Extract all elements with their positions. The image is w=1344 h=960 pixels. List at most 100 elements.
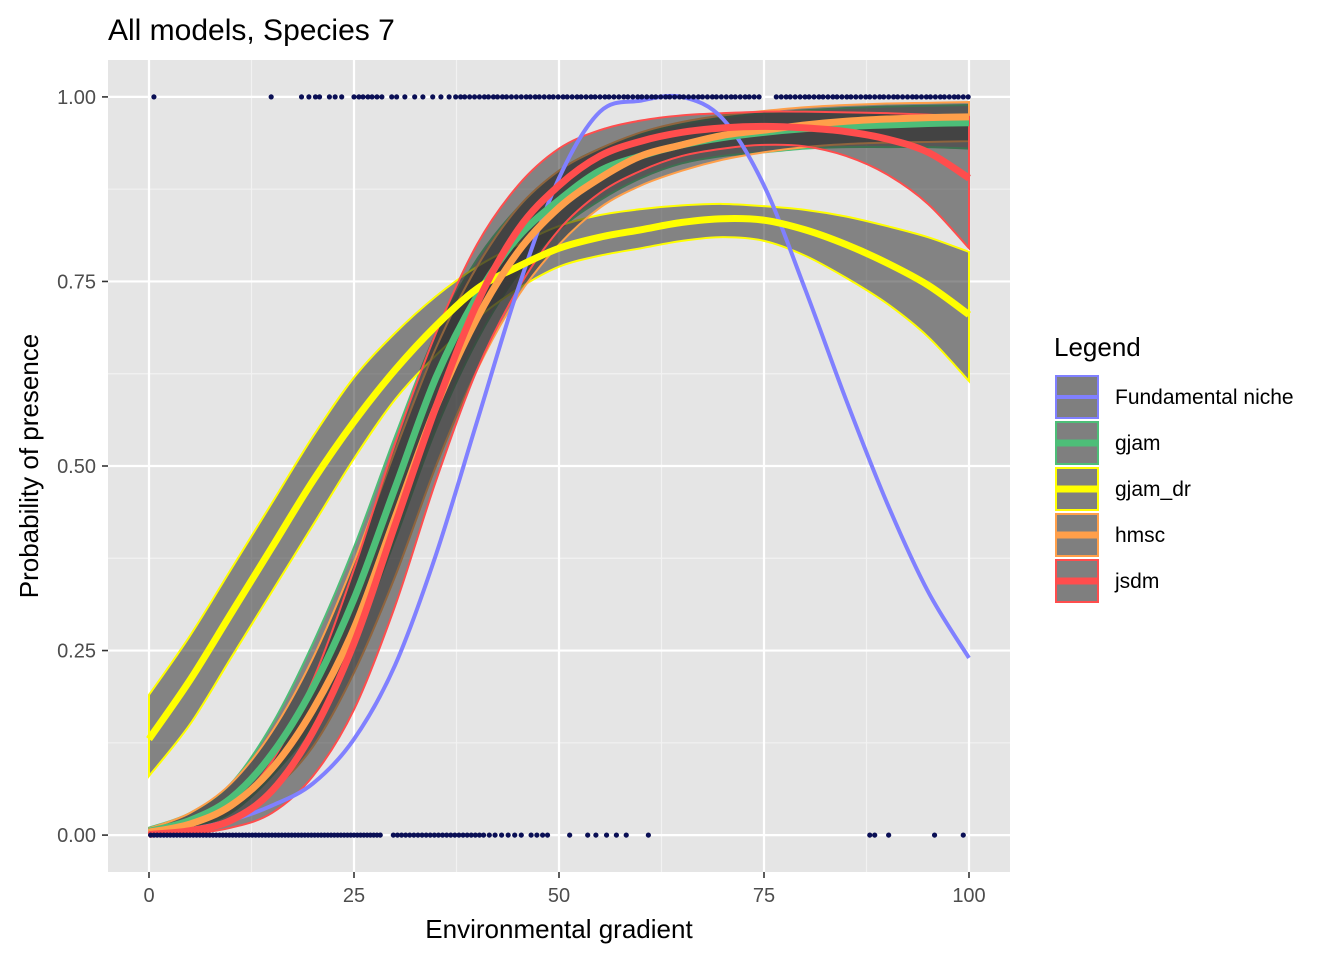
presence-point [518, 94, 524, 100]
presence-point [895, 94, 901, 100]
presence-point [588, 94, 594, 100]
presence-point [536, 94, 542, 100]
absence-point [492, 832, 498, 838]
presence-point [690, 94, 697, 100]
legend-label: gjam_dr [1115, 478, 1191, 501]
presence-point [863, 94, 869, 100]
legend-entry-fundamental-niche: Fundamental niche [1055, 375, 1294, 419]
presence-point [494, 94, 501, 100]
absence-point [456, 832, 462, 838]
x-tick-label: 100 [952, 885, 985, 907]
presence-point [611, 94, 617, 100]
presence-point [751, 94, 757, 100]
legend-entry-jsdm: jsdm [1055, 559, 1159, 603]
observation-points [148, 94, 971, 838]
absence-point [480, 832, 487, 838]
absence-point [411, 832, 417, 838]
presence-point [792, 94, 798, 100]
absence-point [398, 832, 405, 838]
y-tick-label: 0.00 [57, 825, 96, 847]
absence-point [886, 832, 892, 838]
presence-point [802, 94, 808, 100]
absence-point [476, 832, 483, 838]
presence-point [499, 94, 506, 100]
presence-point [485, 94, 492, 100]
line-gjam-dr [146, 215, 972, 742]
presence-point [438, 94, 444, 100]
absence-point [623, 832, 629, 838]
presence-point [560, 94, 566, 100]
legend-label: gjam [1115, 432, 1161, 455]
presence-point [339, 94, 345, 100]
presence-point [816, 94, 822, 100]
presence-point [877, 94, 883, 100]
presence-point [602, 94, 608, 100]
presence-point [820, 94, 826, 100]
presence-point [312, 94, 319, 100]
presence-point [676, 94, 683, 100]
presence-point [955, 94, 961, 100]
presence-point [541, 94, 547, 100]
presence-point [564, 94, 570, 100]
legend-title: Legend [1054, 332, 1141, 362]
absence-point [431, 832, 437, 838]
presence-point [890, 94, 897, 100]
presence-point [732, 94, 738, 100]
presence-point [872, 94, 878, 100]
y-tick-label: 1.00 [57, 87, 96, 109]
presence-point [490, 94, 496, 100]
absence-point [518, 832, 524, 838]
presence-point [927, 94, 934, 100]
presence-point [932, 94, 938, 100]
presence-point [709, 94, 715, 100]
presence-point [848, 94, 854, 100]
presence-point [578, 94, 584, 100]
series-lines [146, 93, 972, 838]
presence-point [787, 94, 793, 100]
presence-point [597, 94, 603, 100]
presence-point [550, 94, 556, 100]
presence-point [513, 94, 519, 100]
absence-point [867, 832, 873, 838]
presence-point [360, 94, 366, 100]
presence-point [844, 94, 850, 100]
presence-point [899, 94, 906, 100]
presence-point [756, 94, 762, 100]
presence-point [625, 94, 631, 100]
presence-point [306, 94, 312, 100]
absence-point [460, 832, 466, 838]
presence-point [471, 94, 478, 100]
presence-point [773, 94, 779, 100]
presence-point [532, 94, 538, 100]
presence-point [937, 94, 943, 100]
legend-label: jsdm [1114, 570, 1159, 593]
presence-point [858, 94, 864, 100]
presence-point [420, 94, 426, 100]
y-tick-label: 0.75 [57, 271, 96, 293]
presence-point [606, 94, 612, 100]
absence-point [544, 832, 551, 838]
presence-point [728, 94, 734, 100]
absence-point [931, 832, 938, 838]
presence-point [298, 94, 305, 100]
presence-point [462, 94, 468, 100]
presence-point [546, 94, 552, 100]
absence-point [603, 832, 610, 838]
presence-point [389, 94, 395, 100]
presence-point [867, 94, 873, 100]
presence-point [923, 94, 929, 100]
presence-point [481, 94, 487, 100]
presence-point [946, 94, 952, 100]
line-hmsc [148, 113, 970, 836]
presence-point [268, 94, 274, 100]
absence-point [427, 832, 433, 838]
absence-point [464, 832, 470, 838]
presence-point [737, 94, 743, 100]
presence-point [446, 94, 452, 100]
presence-point [616, 94, 622, 100]
x-axis-title: Environmental gradient [425, 914, 693, 944]
legend-entry-hmsc: hmsc [1055, 513, 1165, 557]
